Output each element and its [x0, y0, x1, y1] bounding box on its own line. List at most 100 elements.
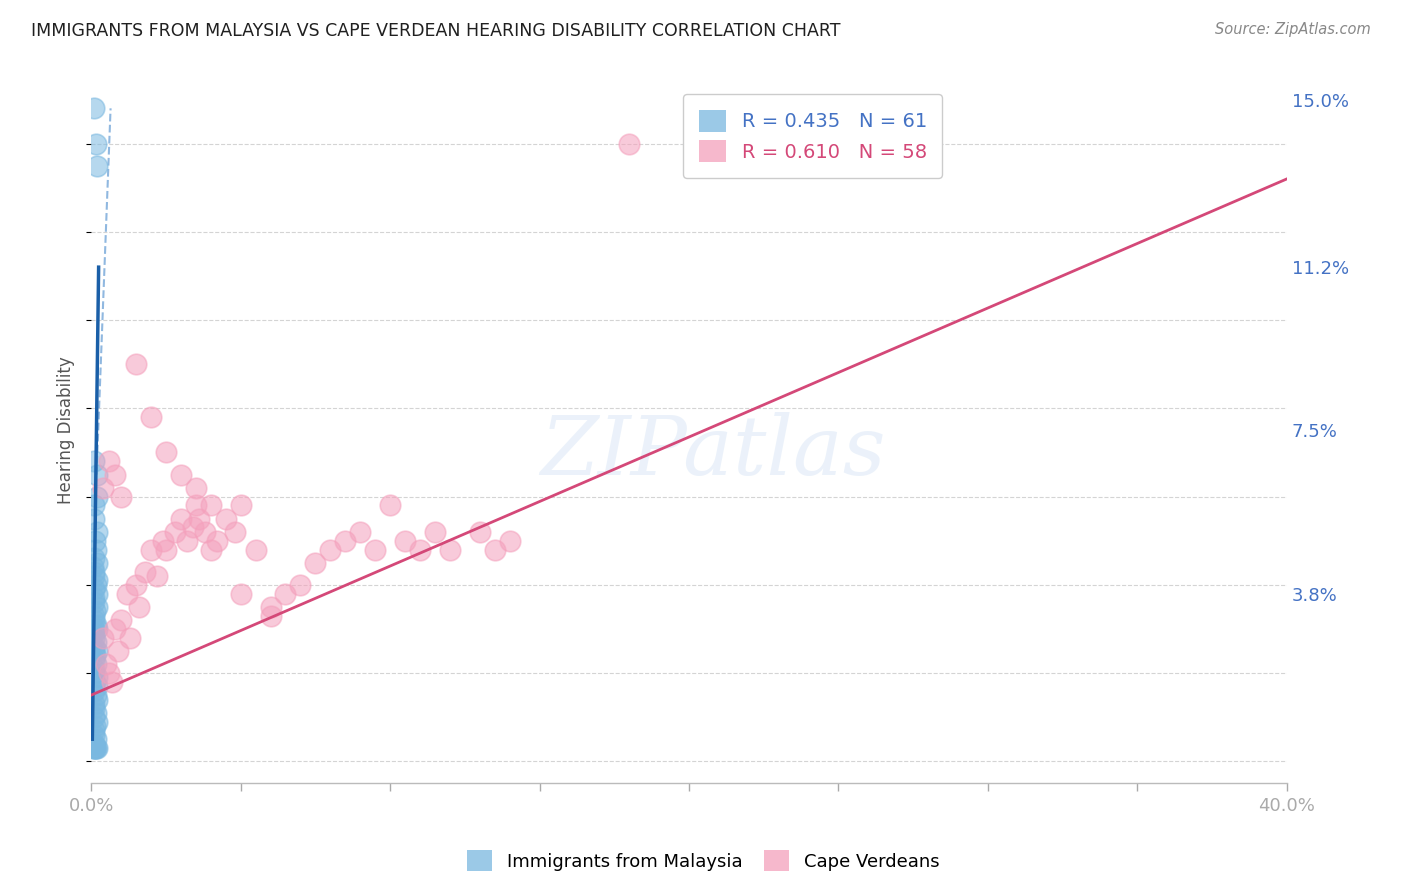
- Text: Source: ZipAtlas.com: Source: ZipAtlas.com: [1215, 22, 1371, 37]
- Point: [83, 710, 105, 724]
- Point: [86, 714, 108, 729]
- Point: [200, 499, 222, 513]
- Point: [86, 671, 108, 685]
- Point: [83, 674, 105, 689]
- Point: [86, 622, 108, 636]
- Point: [83, 626, 105, 640]
- Point: [86, 587, 108, 601]
- Point: [125, 357, 148, 371]
- Point: [146, 569, 169, 583]
- Point: [84, 617, 107, 632]
- Point: [104, 622, 127, 636]
- Y-axis label: Hearing Disability: Hearing Disability: [58, 357, 75, 504]
- Point: [83, 591, 105, 605]
- Point: [184, 499, 207, 513]
- Point: [82, 560, 104, 574]
- Point: [409, 542, 432, 557]
- Point: [83, 622, 105, 636]
- Point: [86, 599, 108, 614]
- Point: [176, 533, 198, 548]
- Point: [83, 683, 105, 698]
- Point: [83, 608, 105, 623]
- Point: [349, 524, 371, 539]
- Point: [484, 542, 506, 557]
- Point: [86, 574, 108, 588]
- Point: [163, 524, 186, 539]
- Point: [394, 533, 416, 548]
- Point: [290, 578, 312, 592]
- Point: [229, 587, 252, 601]
- Point: [83, 737, 105, 751]
- Point: [83, 719, 105, 733]
- Point: [134, 565, 156, 579]
- Point: [86, 741, 108, 756]
- Point: [86, 556, 108, 570]
- Point: [274, 587, 297, 601]
- Point: [83, 582, 105, 597]
- Point: [364, 542, 387, 557]
- Point: [139, 410, 162, 425]
- Point: [98, 666, 121, 681]
- Point: [83, 728, 105, 742]
- Point: [83, 640, 105, 654]
- Point: [91, 481, 114, 495]
- Point: [83, 551, 105, 566]
- Point: [181, 520, 204, 534]
- Point: [83, 569, 105, 583]
- Point: [619, 136, 641, 151]
- Point: [83, 595, 105, 609]
- Point: [84, 741, 107, 756]
- Point: [215, 511, 238, 525]
- Point: [83, 631, 105, 645]
- Point: [83, 741, 105, 756]
- Point: [115, 587, 138, 601]
- Text: ZIPatlas: ZIPatlas: [540, 411, 886, 491]
- Point: [498, 533, 520, 548]
- Point: [184, 481, 207, 495]
- Point: [125, 578, 148, 592]
- Point: [83, 565, 105, 579]
- Point: [194, 524, 217, 539]
- Point: [84, 136, 107, 151]
- Point: [170, 467, 193, 482]
- Point: [110, 490, 132, 504]
- Point: [83, 653, 105, 667]
- Point: [245, 542, 267, 557]
- Point: [83, 533, 105, 548]
- Point: [378, 499, 401, 513]
- Point: [86, 644, 108, 658]
- Point: [83, 701, 105, 715]
- Point: [229, 499, 252, 513]
- Point: [84, 578, 107, 592]
- Point: [86, 524, 108, 539]
- Point: [86, 490, 108, 504]
- Point: [319, 542, 342, 557]
- Point: [84, 657, 107, 672]
- Point: [86, 467, 108, 482]
- Point: [83, 648, 105, 663]
- Point: [83, 644, 105, 658]
- Point: [155, 542, 177, 557]
- Point: [83, 454, 105, 468]
- Point: [259, 608, 281, 623]
- Point: [200, 542, 222, 557]
- Point: [335, 533, 357, 548]
- Text: IMMIGRANTS FROM MALAYSIA VS CAPE VERDEAN HEARING DISABILITY CORRELATION CHART: IMMIGRANTS FROM MALAYSIA VS CAPE VERDEAN…: [31, 22, 841, 40]
- Point: [83, 499, 105, 513]
- Point: [83, 666, 105, 681]
- Point: [205, 533, 228, 548]
- Point: [110, 613, 132, 627]
- Point: [83, 662, 105, 676]
- Point: [84, 688, 107, 702]
- Point: [152, 533, 174, 548]
- Point: [107, 644, 129, 658]
- Point: [86, 692, 108, 706]
- Point: [139, 542, 162, 557]
- Point: [101, 674, 124, 689]
- Point: [304, 556, 326, 570]
- Point: [91, 631, 114, 645]
- Point: [128, 599, 150, 614]
- Point: [468, 524, 491, 539]
- Point: [83, 741, 105, 756]
- Legend: R = 0.435   N = 61, R = 0.610   N = 58: R = 0.435 N = 61, R = 0.610 N = 58: [683, 95, 942, 178]
